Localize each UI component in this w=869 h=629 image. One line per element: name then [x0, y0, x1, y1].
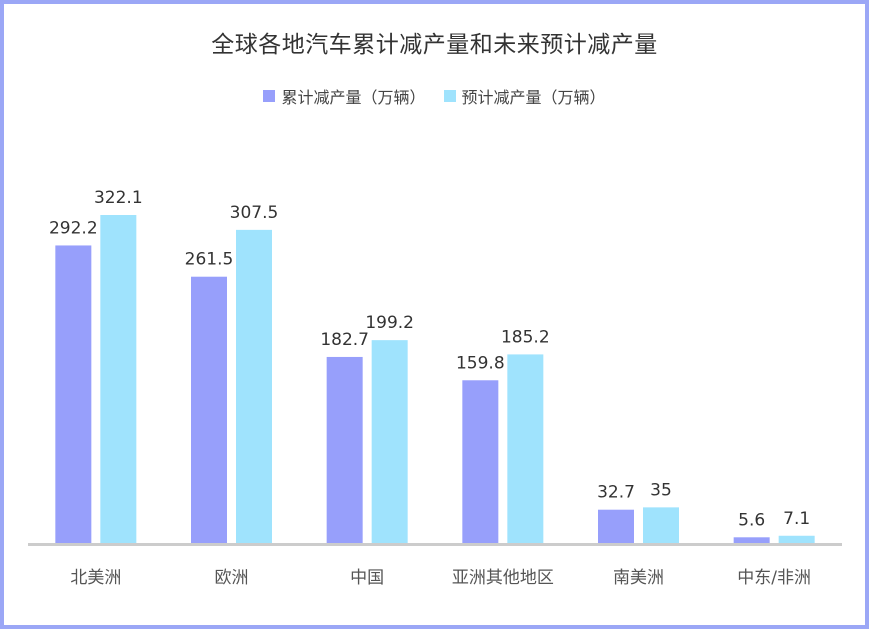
data-label-forecast-4: 35: [650, 480, 672, 500]
data-label-cumulative-1: 261.5: [185, 250, 234, 270]
data-label-cumulative-5: 5.6: [738, 510, 765, 530]
data-label-forecast-0: 322.1: [94, 188, 143, 208]
bar-forecast-2: [371, 340, 408, 543]
legend: 累计减产量（万辆） 预计减产量（万辆）: [0, 84, 869, 108]
bar-cumulative-0: [55, 245, 92, 543]
legend-item-cumulative: 累计减产量（万辆）: [263, 84, 426, 108]
data-label-forecast-2: 199.2: [365, 313, 414, 333]
bar-cumulative-4: [598, 509, 634, 543]
bar-cumulative-1: [191, 276, 227, 543]
legend-swatch-forecast: [443, 90, 456, 102]
bar-forecast-1: [236, 229, 272, 543]
bar-forecast-5: [778, 535, 815, 543]
bar-cumulative-5: [733, 537, 770, 543]
bar-forecast-3: [507, 354, 544, 543]
data-label-forecast-5: 7.1: [783, 509, 810, 529]
legend-label-cumulative: 累计减产量（万辆）: [281, 88, 426, 107]
data-label-forecast-1: 307.5: [230, 203, 279, 223]
data-label-cumulative-0: 292.2: [49, 218, 98, 238]
category-label-2: 中国: [350, 568, 384, 588]
legend-swatch-cumulative: [263, 90, 276, 102]
bar-forecast-4: [643, 507, 679, 543]
legend-label-forecast: 预计减产量（万辆）: [461, 88, 606, 107]
category-label-0: 北美洲: [70, 568, 121, 588]
category-label-1: 欧洲: [215, 568, 249, 588]
chart-title: 全球各地汽车累计减产量和未来预计减产量: [211, 32, 658, 58]
data-label-cumulative-4: 32.7: [597, 483, 635, 503]
legend-item-forecast: 预计减产量（万辆）: [443, 84, 606, 108]
data-label-forecast-3: 185.2: [501, 327, 550, 347]
bar-cumulative-3: [462, 380, 499, 543]
category-label-3: 亚洲其他地区: [452, 568, 554, 588]
category-label-4: 南美洲: [613, 568, 664, 588]
bar-forecast-0: [100, 215, 137, 543]
category-label-5: 中东/非洲: [737, 568, 811, 588]
data-label-cumulative-2: 182.7: [320, 330, 369, 350]
bar-cumulative-2: [326, 356, 363, 543]
data-label-cumulative-3: 159.8: [456, 353, 505, 373]
